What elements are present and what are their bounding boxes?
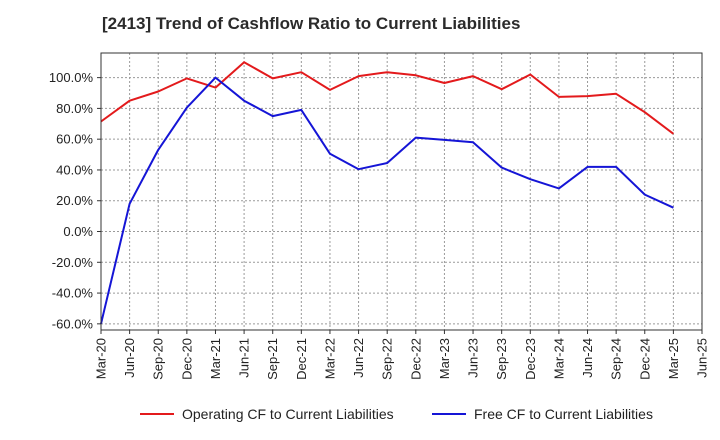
x-tick-label: Mar-20 xyxy=(94,338,109,379)
y-tick-label: 100.0% xyxy=(49,70,94,85)
y-tick-label: -60.0% xyxy=(52,316,94,331)
x-tick-label: Jun-21 xyxy=(237,338,252,378)
x-tick-label: Jun-24 xyxy=(580,338,595,378)
series-line-free-cf xyxy=(100,76,674,325)
x-tick-label: Dec-23 xyxy=(523,338,538,380)
chart-title: [2413] Trend of Cashflow Ratio to Curren… xyxy=(102,14,521,33)
legend-swatch-free xyxy=(432,413,466,415)
x-tick-label: Mar-21 xyxy=(208,338,223,379)
x-tick-label: Dec-24 xyxy=(637,338,652,380)
x-tick-label: Mar-25 xyxy=(666,338,681,379)
series-line-operating-cf xyxy=(100,61,675,135)
plot-area xyxy=(101,53,702,330)
x-tick-label: Jun-22 xyxy=(351,338,366,378)
y-tick-label: 60.0% xyxy=(56,132,93,147)
x-tick-label: Sep-22 xyxy=(380,338,395,380)
x-tick-label: Dec-22 xyxy=(408,338,423,380)
grid-lines xyxy=(100,53,703,330)
series-lines xyxy=(100,61,675,325)
y-tick-label: -40.0% xyxy=(52,286,94,301)
x-tick-label: Dec-21 xyxy=(294,338,309,380)
plot-frame xyxy=(100,52,703,331)
legend-label-free: Free CF to Current Liabilities xyxy=(474,406,653,422)
x-tick-label: Jun-25 xyxy=(695,338,710,378)
y-tick-label: -20.0% xyxy=(52,255,94,270)
y-tick-label: 80.0% xyxy=(56,101,93,116)
legend-item-operating: Operating CF to Current Liabilities xyxy=(140,404,394,424)
x-tick-label: Mar-23 xyxy=(437,338,452,379)
legend-label-operating: Operating CF to Current Liabilities xyxy=(182,406,394,422)
x-tick-label: Sep-23 xyxy=(494,338,509,380)
x-tick-label: Dec-20 xyxy=(179,338,194,380)
x-tick-label: Sep-24 xyxy=(609,338,624,380)
y-tick-label: 20.0% xyxy=(56,193,93,208)
x-tick-label: Jun-23 xyxy=(466,338,481,378)
x-tick-label: Sep-20 xyxy=(151,338,166,380)
x-axis: Mar-20 Jun-20 Sep-20 Dec-20 Mar-21 Jun-21 Sep-… xyxy=(94,330,710,380)
x-tick-label: Mar-22 xyxy=(322,338,337,379)
legend-swatch-operating xyxy=(140,413,174,415)
legend: Operating CF to Current Liabilities Free… xyxy=(0,404,720,424)
x-tick-label: Mar-24 xyxy=(551,338,566,379)
x-tick-label: Sep-21 xyxy=(265,338,280,380)
y-axis: 100.0% 80.0% 60.0% 40.0% 20.0% 0.0% -20.0% -40.… xyxy=(49,70,101,331)
y-tick-label: 0.0% xyxy=(63,224,93,239)
x-tick-label: Jun-20 xyxy=(122,338,137,378)
y-tick-label: 40.0% xyxy=(56,162,93,177)
legend-item-free: Free CF to Current Liabilities xyxy=(432,404,653,424)
